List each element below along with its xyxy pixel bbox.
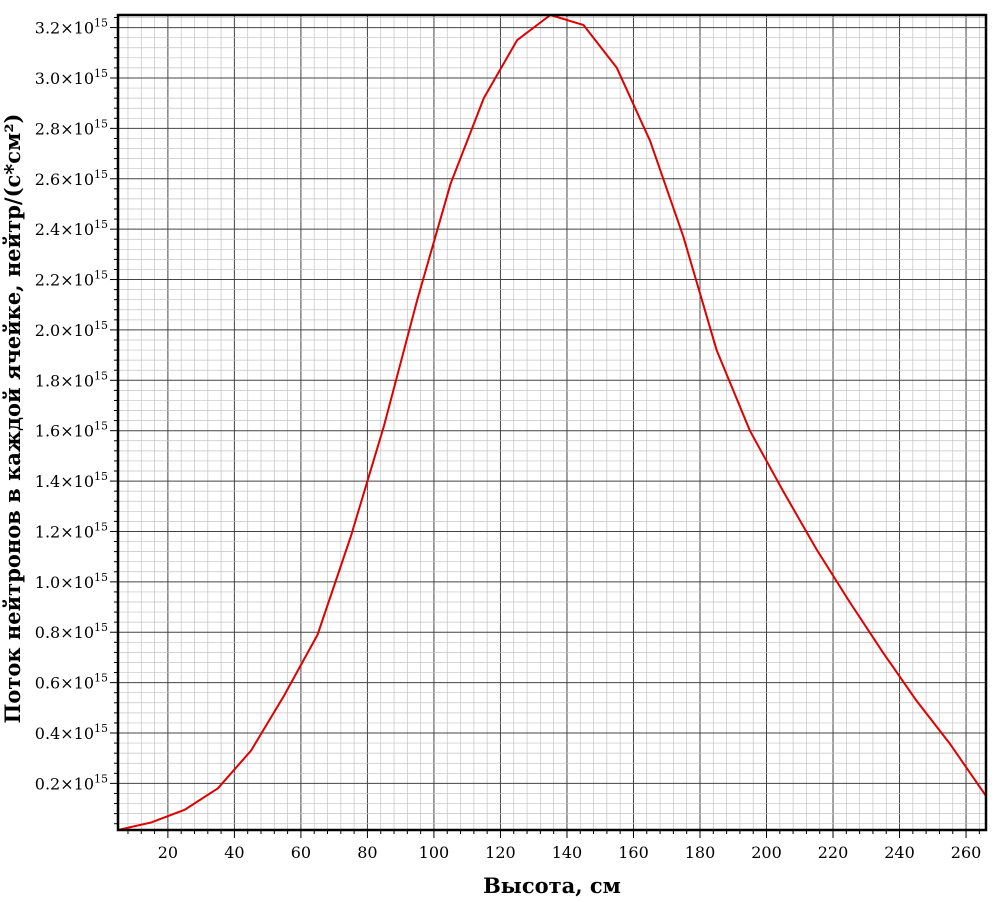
x-tick-label: 240: [884, 843, 915, 862]
y-tick-label: 1.8×1015: [35, 369, 108, 390]
y-tick-label: 0.8×1015: [35, 621, 108, 642]
y-tick-label: 1.0×1015: [35, 571, 108, 592]
x-tick-label: 180: [685, 843, 716, 862]
y-tick-label: 2.6×1015: [35, 168, 108, 189]
y-tick-label: 1.6×1015: [35, 420, 108, 441]
x-tick-label: 220: [818, 843, 849, 862]
x-tick-label: 140: [552, 843, 583, 862]
plot-frame: [116, 13, 988, 832]
y-tick-label: 3.0×1015: [35, 67, 108, 88]
y-tick-label: 2.4×1015: [35, 218, 108, 239]
y-tick-label: 0.4×1015: [35, 722, 108, 743]
x-axis-label: Высота, см: [483, 873, 621, 898]
x-tick-label: 60: [291, 843, 311, 862]
x-tick-label: 80: [357, 843, 377, 862]
x-tick-label: 120: [485, 843, 516, 862]
grid: [118, 15, 986, 830]
x-tick-label: 100: [419, 843, 450, 862]
y-tick-label: 2.2×1015: [35, 269, 108, 290]
y-tick-label: 2.8×1015: [35, 117, 108, 138]
y-tick-label: 2.0×1015: [35, 319, 108, 340]
y-tick-label: 0.6×1015: [35, 672, 108, 693]
y-tick-label: 3.2×1015: [35, 17, 108, 38]
x-tick-label: 160: [618, 843, 649, 862]
series-layer: [117, 14, 987, 831]
series-line: [117, 14, 987, 831]
y-axis-label: Поток нейтронов в каждой ячейке, нейтр/(…: [0, 114, 25, 724]
x-tick-label: 200: [751, 843, 782, 862]
y-tick-label: 0.2×1015: [35, 772, 108, 793]
axis-ticks: 20 40 60 80 100 120 140 160 180 200 220 240 260 0.2×1…: [35, 17, 982, 862]
x-tick-label: 20: [158, 843, 178, 862]
y-tick-label: 1.4×1015: [35, 470, 108, 491]
x-tick-label: 260: [951, 843, 982, 862]
x-tick-label: 40: [224, 843, 244, 862]
y-tick-label: 1.2×1015: [35, 520, 108, 541]
